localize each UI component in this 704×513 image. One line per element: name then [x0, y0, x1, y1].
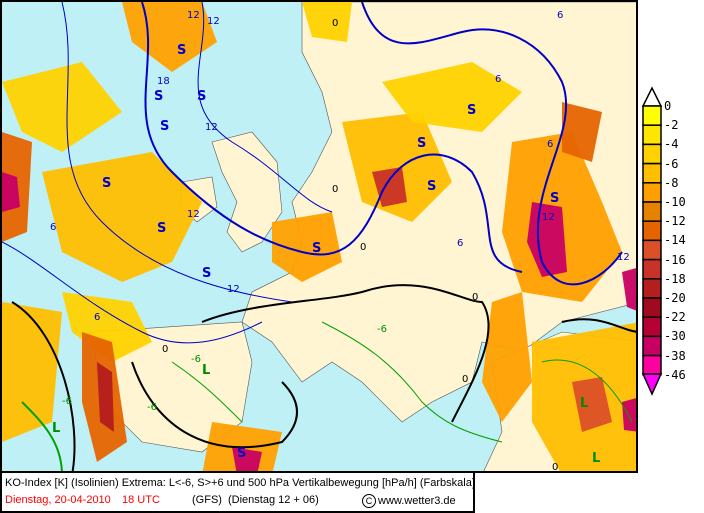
caption-model: (GFS)	[192, 494, 222, 506]
scale-label: -20	[664, 291, 686, 305]
scale-block	[642, 335, 662, 357]
caption-site[interactable]: www.wetter3.de	[378, 495, 456, 507]
scale-block	[642, 316, 662, 338]
map-canvas: SS SSSSSSSSSSSLLLL12121812121212126666660…	[2, 2, 636, 473]
extremum-label: S	[237, 446, 246, 461]
isoline-label: 12	[207, 16, 220, 27]
isoline-label: 12	[187, 209, 200, 220]
scale-block	[642, 201, 662, 222]
extremum-label: S	[467, 103, 476, 118]
isoline-label: 6	[94, 312, 100, 323]
isoline-label: 6	[495, 74, 501, 85]
scale-block	[642, 143, 662, 165]
vertical-motion-shading	[2, 2, 636, 471]
map-caption: KO-Index [K] (Isolinien) Extrema: L<-6, …	[0, 473, 476, 513]
isoline-label: 18	[157, 76, 170, 87]
extremum-label: S	[177, 43, 186, 58]
extremum-label: S	[154, 89, 163, 104]
isoline-label: 0	[332, 184, 338, 195]
scale-label: -4	[664, 137, 679, 152]
extremum-label: S	[160, 119, 169, 134]
scale-label: -38	[664, 348, 686, 363]
caption-time: 18 UTC	[122, 494, 160, 506]
scale-block	[642, 239, 662, 261]
isoline-label: 12	[227, 284, 240, 295]
isoline-label: 6	[557, 10, 563, 21]
copyright-icon: C	[362, 494, 376, 508]
extremum-label: S	[197, 89, 206, 104]
scale-label: -18	[664, 271, 686, 286]
extremum-label: S	[550, 191, 559, 206]
extremum-label: S	[312, 241, 321, 256]
isoline-label: -6	[147, 402, 157, 413]
extremum-label: L	[580, 396, 588, 411]
scale-arrow-top	[641, 86, 663, 107]
extremum-label: S	[202, 266, 211, 281]
scale-label: -12	[664, 214, 686, 229]
extremum-label: S	[427, 179, 436, 194]
color-scale-bar	[641, 86, 663, 396]
extremum-label: L	[202, 363, 210, 378]
color-scale-legend: 0 -2 -4 -6 -8 -10 -12 -14 -16 -18 -20 -22 -30 -38 -46	[640, 84, 704, 400]
extremum-label: L	[592, 451, 600, 466]
isoline-label: 6	[547, 139, 553, 150]
isoline-label: 12	[205, 122, 218, 133]
caption-description: KO-Index [K] (Isolinien) Extrema: L<-6, …	[5, 477, 476, 489]
contour-labels: SS SSSSSSSSSSSLLLL12121812121212126666660…	[50, 10, 630, 473]
ko-index-isolines	[2, 2, 636, 471]
weather-map: S S S S S S S S S S S S S L L L L 12 12 18 12 12 12 12 12 6 6 6 6 6 6 0…	[0, 0, 638, 473]
isoline-label: 6	[50, 222, 56, 233]
caption-date: Dienstag, 20-04-2010	[5, 494, 111, 506]
extremum-label: S	[157, 221, 166, 236]
isoline-label: 12	[542, 212, 555, 223]
isoline-label: 12	[187, 10, 200, 21]
extremum-label: S	[102, 176, 111, 191]
scale-block	[642, 278, 662, 299]
scale-label: -22	[664, 310, 686, 325]
isoline-label: 0	[552, 462, 558, 473]
isoline-label: 0	[332, 18, 338, 29]
scale-block	[642, 258, 662, 280]
scale-arrow-bottom	[641, 373, 663, 396]
extremum-label: S	[417, 136, 426, 151]
scale-block	[642, 162, 662, 184]
isoline-label: 12	[617, 252, 630, 263]
isoline-label: -6	[191, 354, 201, 365]
scale-block	[642, 297, 662, 318]
scale-label: -6	[664, 156, 679, 171]
scale-block	[642, 220, 662, 242]
isoline-label: 0	[360, 242, 366, 253]
scale-block	[642, 105, 662, 126]
isoline-label: 0	[162, 344, 168, 355]
scale-label: -10	[664, 195, 686, 209]
scale-label: -46	[664, 367, 686, 382]
caption-run: (Dienstag 12 + 06)	[228, 494, 319, 506]
isoline-label: -6	[62, 396, 72, 407]
scale-block	[642, 124, 662, 146]
isoline-label: -6	[377, 324, 387, 335]
scale-label: -2	[664, 118, 679, 133]
scale-label: -8	[664, 175, 679, 190]
scale-block	[642, 354, 662, 376]
scale-block	[642, 182, 662, 203]
scale-label: -14	[664, 233, 686, 248]
scale-label: -30	[664, 329, 686, 344]
isoline-label: 6	[457, 238, 463, 249]
isoline-label: 0	[462, 374, 468, 385]
scale-label: -16	[664, 252, 686, 267]
isoline-label: 0	[472, 292, 478, 303]
extremum-label: L	[52, 421, 60, 436]
scale-label: 0	[664, 99, 672, 113]
